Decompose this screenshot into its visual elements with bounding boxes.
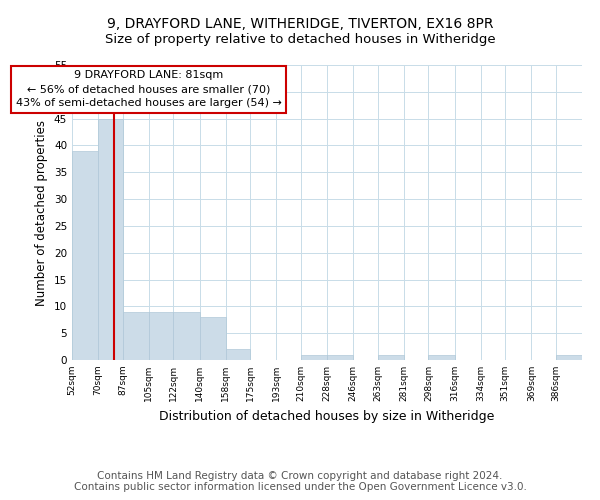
- Bar: [301, 354, 327, 360]
- Text: 9 DRAYFORD LANE: 81sqm
← 56% of detached houses are smaller (70)
43% of semi-det: 9 DRAYFORD LANE: 81sqm ← 56% of detached…: [16, 70, 282, 108]
- Bar: [327, 354, 353, 360]
- Bar: [123, 312, 149, 360]
- Bar: [173, 312, 200, 360]
- Bar: [428, 354, 455, 360]
- Bar: [199, 317, 226, 360]
- Text: Contains HM Land Registry data © Crown copyright and database right 2024.
Contai: Contains HM Land Registry data © Crown c…: [74, 471, 526, 492]
- Bar: [378, 354, 404, 360]
- Text: Size of property relative to detached houses in Witheridge: Size of property relative to detached ho…: [104, 32, 496, 46]
- Bar: [72, 151, 98, 360]
- Text: 9, DRAYFORD LANE, WITHERIDGE, TIVERTON, EX16 8PR: 9, DRAYFORD LANE, WITHERIDGE, TIVERTON, …: [107, 18, 493, 32]
- Y-axis label: Number of detached properties: Number of detached properties: [35, 120, 49, 306]
- Bar: [226, 350, 250, 360]
- Bar: [556, 354, 582, 360]
- Bar: [149, 312, 173, 360]
- X-axis label: Distribution of detached houses by size in Witheridge: Distribution of detached houses by size …: [160, 410, 494, 422]
- Bar: [98, 118, 123, 360]
